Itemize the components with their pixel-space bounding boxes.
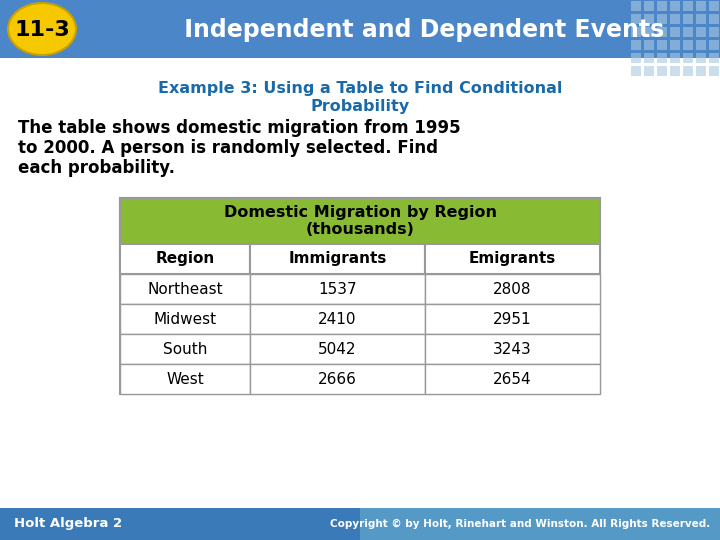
FancyBboxPatch shape (657, 27, 667, 37)
FancyBboxPatch shape (0, 508, 720, 540)
Text: South: South (163, 341, 207, 356)
FancyBboxPatch shape (696, 27, 706, 37)
FancyBboxPatch shape (425, 244, 600, 274)
FancyBboxPatch shape (657, 53, 667, 63)
FancyBboxPatch shape (250, 304, 425, 334)
Text: Domestic Migration by Region: Domestic Migration by Region (223, 205, 497, 219)
FancyBboxPatch shape (696, 40, 706, 50)
FancyBboxPatch shape (657, 66, 667, 76)
FancyBboxPatch shape (709, 53, 719, 63)
FancyBboxPatch shape (120, 198, 600, 394)
FancyBboxPatch shape (631, 53, 641, 63)
FancyBboxPatch shape (644, 14, 654, 24)
FancyBboxPatch shape (644, 66, 654, 76)
FancyBboxPatch shape (120, 304, 250, 334)
FancyBboxPatch shape (683, 14, 693, 24)
FancyBboxPatch shape (657, 40, 667, 50)
FancyBboxPatch shape (250, 274, 425, 304)
FancyBboxPatch shape (683, 27, 693, 37)
Text: Immigrants: Immigrants (288, 252, 387, 267)
FancyBboxPatch shape (644, 40, 654, 50)
FancyBboxPatch shape (670, 53, 680, 63)
Text: 2654: 2654 (493, 372, 532, 387)
FancyBboxPatch shape (670, 66, 680, 76)
Ellipse shape (8, 3, 76, 55)
Text: 2951: 2951 (493, 312, 532, 327)
FancyBboxPatch shape (683, 1, 693, 11)
FancyBboxPatch shape (696, 14, 706, 24)
Text: The table shows domestic migration from 1995: The table shows domestic migration from … (18, 119, 461, 137)
FancyBboxPatch shape (120, 244, 250, 274)
Text: Northeast: Northeast (147, 281, 222, 296)
Text: 11-3: 11-3 (14, 20, 70, 40)
FancyBboxPatch shape (657, 1, 667, 11)
FancyBboxPatch shape (670, 1, 680, 11)
FancyBboxPatch shape (360, 508, 720, 540)
Text: Region: Region (156, 252, 215, 267)
Text: each probability.: each probability. (18, 159, 175, 177)
FancyBboxPatch shape (425, 304, 600, 334)
FancyBboxPatch shape (696, 1, 706, 11)
Text: Probability: Probability (310, 98, 410, 113)
Text: 5042: 5042 (318, 341, 356, 356)
FancyBboxPatch shape (250, 364, 425, 394)
Text: Holt Algebra 2: Holt Algebra 2 (14, 517, 122, 530)
FancyBboxPatch shape (631, 66, 641, 76)
Text: West: West (166, 372, 204, 387)
FancyBboxPatch shape (631, 27, 641, 37)
FancyBboxPatch shape (709, 66, 719, 76)
FancyBboxPatch shape (120, 334, 250, 364)
FancyBboxPatch shape (0, 0, 720, 58)
Text: 1537: 1537 (318, 281, 357, 296)
Text: Emigrants: Emigrants (469, 252, 556, 267)
FancyBboxPatch shape (631, 1, 641, 11)
FancyBboxPatch shape (696, 66, 706, 76)
FancyBboxPatch shape (631, 40, 641, 50)
FancyBboxPatch shape (425, 274, 600, 304)
FancyBboxPatch shape (120, 274, 250, 304)
FancyBboxPatch shape (683, 66, 693, 76)
FancyBboxPatch shape (670, 14, 680, 24)
FancyBboxPatch shape (670, 27, 680, 37)
FancyBboxPatch shape (120, 364, 250, 394)
FancyBboxPatch shape (644, 53, 654, 63)
Text: Copyright © by Holt, Rinehart and Winston. All Rights Reserved.: Copyright © by Holt, Rinehart and Winsto… (330, 519, 710, 529)
FancyBboxPatch shape (657, 14, 667, 24)
FancyBboxPatch shape (631, 14, 641, 24)
Text: 3243: 3243 (493, 341, 532, 356)
FancyBboxPatch shape (683, 53, 693, 63)
FancyBboxPatch shape (120, 198, 600, 244)
Text: Example 3: Using a Table to Find Conditional: Example 3: Using a Table to Find Conditi… (158, 80, 562, 96)
FancyBboxPatch shape (683, 40, 693, 50)
FancyBboxPatch shape (425, 364, 600, 394)
FancyBboxPatch shape (250, 334, 425, 364)
FancyBboxPatch shape (709, 27, 719, 37)
Text: 2410: 2410 (318, 312, 356, 327)
Text: 2808: 2808 (493, 281, 532, 296)
FancyBboxPatch shape (644, 27, 654, 37)
Text: Independent and Dependent Events: Independent and Dependent Events (176, 18, 664, 42)
FancyBboxPatch shape (250, 244, 425, 274)
FancyBboxPatch shape (644, 1, 654, 11)
Text: 2666: 2666 (318, 372, 357, 387)
FancyBboxPatch shape (670, 40, 680, 50)
FancyBboxPatch shape (709, 1, 719, 11)
FancyBboxPatch shape (696, 53, 706, 63)
FancyBboxPatch shape (709, 14, 719, 24)
FancyBboxPatch shape (425, 334, 600, 364)
Text: (thousands): (thousands) (305, 222, 415, 238)
Text: Midwest: Midwest (153, 312, 217, 327)
FancyBboxPatch shape (709, 40, 719, 50)
Text: to 2000. A person is randomly selected. Find: to 2000. A person is randomly selected. … (18, 139, 438, 157)
